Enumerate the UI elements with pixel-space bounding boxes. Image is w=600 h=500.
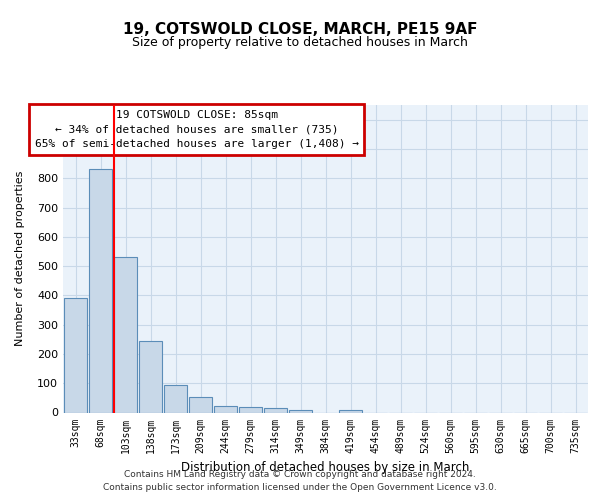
Text: Contains HM Land Registry data © Crown copyright and database right 2024.: Contains HM Land Registry data © Crown c… — [124, 470, 476, 479]
X-axis label: Distribution of detached houses by size in March: Distribution of detached houses by size … — [181, 461, 470, 474]
Bar — [263, 408, 287, 412]
Bar — [289, 410, 313, 412]
Bar — [214, 406, 238, 412]
Bar — [113, 258, 137, 412]
Bar — [139, 341, 163, 412]
Bar — [188, 398, 212, 412]
Text: Size of property relative to detached houses in March: Size of property relative to detached ho… — [132, 36, 468, 49]
Y-axis label: Number of detached properties: Number of detached properties — [14, 171, 25, 346]
Bar — [89, 170, 112, 412]
Bar — [164, 384, 187, 412]
Text: 19, COTSWOLD CLOSE, MARCH, PE15 9AF: 19, COTSWOLD CLOSE, MARCH, PE15 9AF — [123, 22, 477, 38]
Text: 19 COTSWOLD CLOSE: 85sqm
← 34% of detached houses are smaller (735)
65% of semi-: 19 COTSWOLD CLOSE: 85sqm ← 34% of detach… — [35, 110, 359, 149]
Text: Contains public sector information licensed under the Open Government Licence v3: Contains public sector information licen… — [103, 482, 497, 492]
Bar — [239, 407, 262, 412]
Bar — [64, 298, 88, 412]
Bar — [338, 410, 362, 412]
